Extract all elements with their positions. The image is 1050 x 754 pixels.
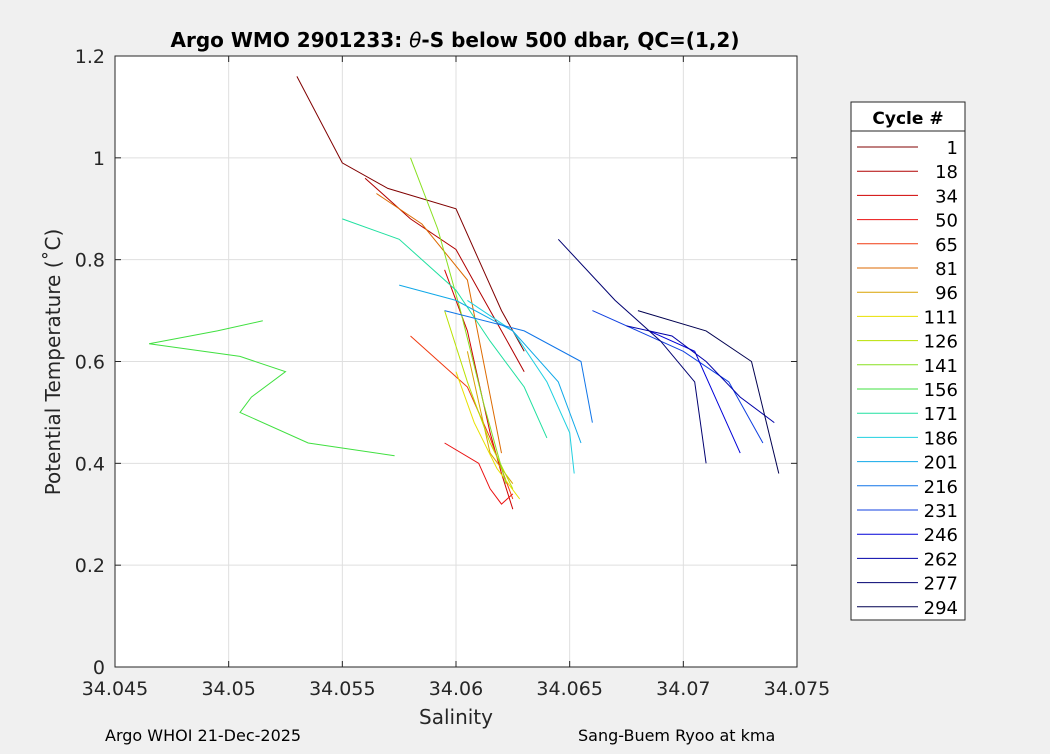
series-line-cycle-216 [444,310,593,423]
legend-label: 246 [924,525,958,546]
legend-label: 171 [924,404,958,425]
legend-label: 201 [924,453,958,474]
x-axis-label: Salinity [419,705,493,729]
series-line-cycle-246 [648,330,741,454]
y-tick-label: 1.2 [75,46,105,68]
footer-left: Argo WHOI 21-Dec-2025 [105,726,301,745]
axis-ticks: 34.045 34.05 34.055 34.06 34.065 34.07 34.075 0… [75,46,830,700]
series-line-cycle-156 [149,320,395,457]
legend-title: Cycle # [872,109,943,129]
legend-label: 231 [924,501,958,522]
series-line-cycle-171 [342,218,548,439]
x-tick-label: 34.05 [201,678,255,700]
x-tick-label: 34.045 [82,678,148,700]
legend-label: 277 [924,574,958,595]
series-line-cycle-294 [637,310,780,474]
series-line-cycle-1 [296,76,525,352]
series-line-cycle-262 [626,325,775,424]
series-line-cycle-277 [557,238,707,464]
series-line-cycle-201 [399,284,582,444]
y-tick-label: 0.2 [75,555,105,577]
legend-label: 96 [935,283,958,304]
legend-label: 18 [935,162,958,183]
series-line-cycle-186 [467,299,575,474]
legend-label: 156 [924,380,958,401]
x-tick-label: 34.055 [309,678,375,700]
series-line-cycle-111 [455,371,521,500]
chart-title: Argo WMO 2901233: θ-S below 500 dbar, QC… [171,28,740,52]
legend-label: 186 [924,428,958,449]
legend-label: 262 [924,549,958,570]
series-line-cycle-50 [444,442,514,505]
legend-label: 1 [947,138,958,159]
legend-entries: 1 18 34 50 65 81 96 111 126 141 156 171 186 201 216 231… [857,138,958,619]
y-tick-label: 0.4 [75,453,105,475]
legend-label: 50 [935,211,958,232]
legend-label: 294 [924,598,958,619]
series-line-cycle-18 [364,177,525,372]
x-tick-label: 34.065 [536,678,602,700]
legend-label: 65 [935,235,958,256]
legend: Cycle # 1 18 34 50 65 81 96 111 126 141 156 171 186 2… [850,101,966,621]
legend-label: 126 [924,332,958,353]
series-line-cycle-141 [410,157,507,484]
y-axis-label: Potential Temperature (˚C) [41,229,65,496]
footer-right: Sang-Buem Ryoo at kma [578,726,775,745]
y-tick-label: 0.8 [75,250,105,272]
legend-label: 81 [935,259,958,280]
data-series [149,76,780,510]
x-tick-label: 34.075 [764,678,830,700]
legend-label: 34 [935,186,958,207]
x-tick-label: 34.07 [656,678,710,700]
y-tick-label: 0 [93,657,105,679]
legend-label: 216 [924,477,958,498]
y-tick-label: 0.6 [75,352,105,374]
series-line-cycle-231 [592,310,764,444]
legend-label: 141 [924,356,958,377]
legend-label: 111 [924,307,958,328]
legend-box [850,101,966,621]
x-tick-label: 34.06 [429,678,483,700]
y-tick-label: 1 [93,148,105,170]
